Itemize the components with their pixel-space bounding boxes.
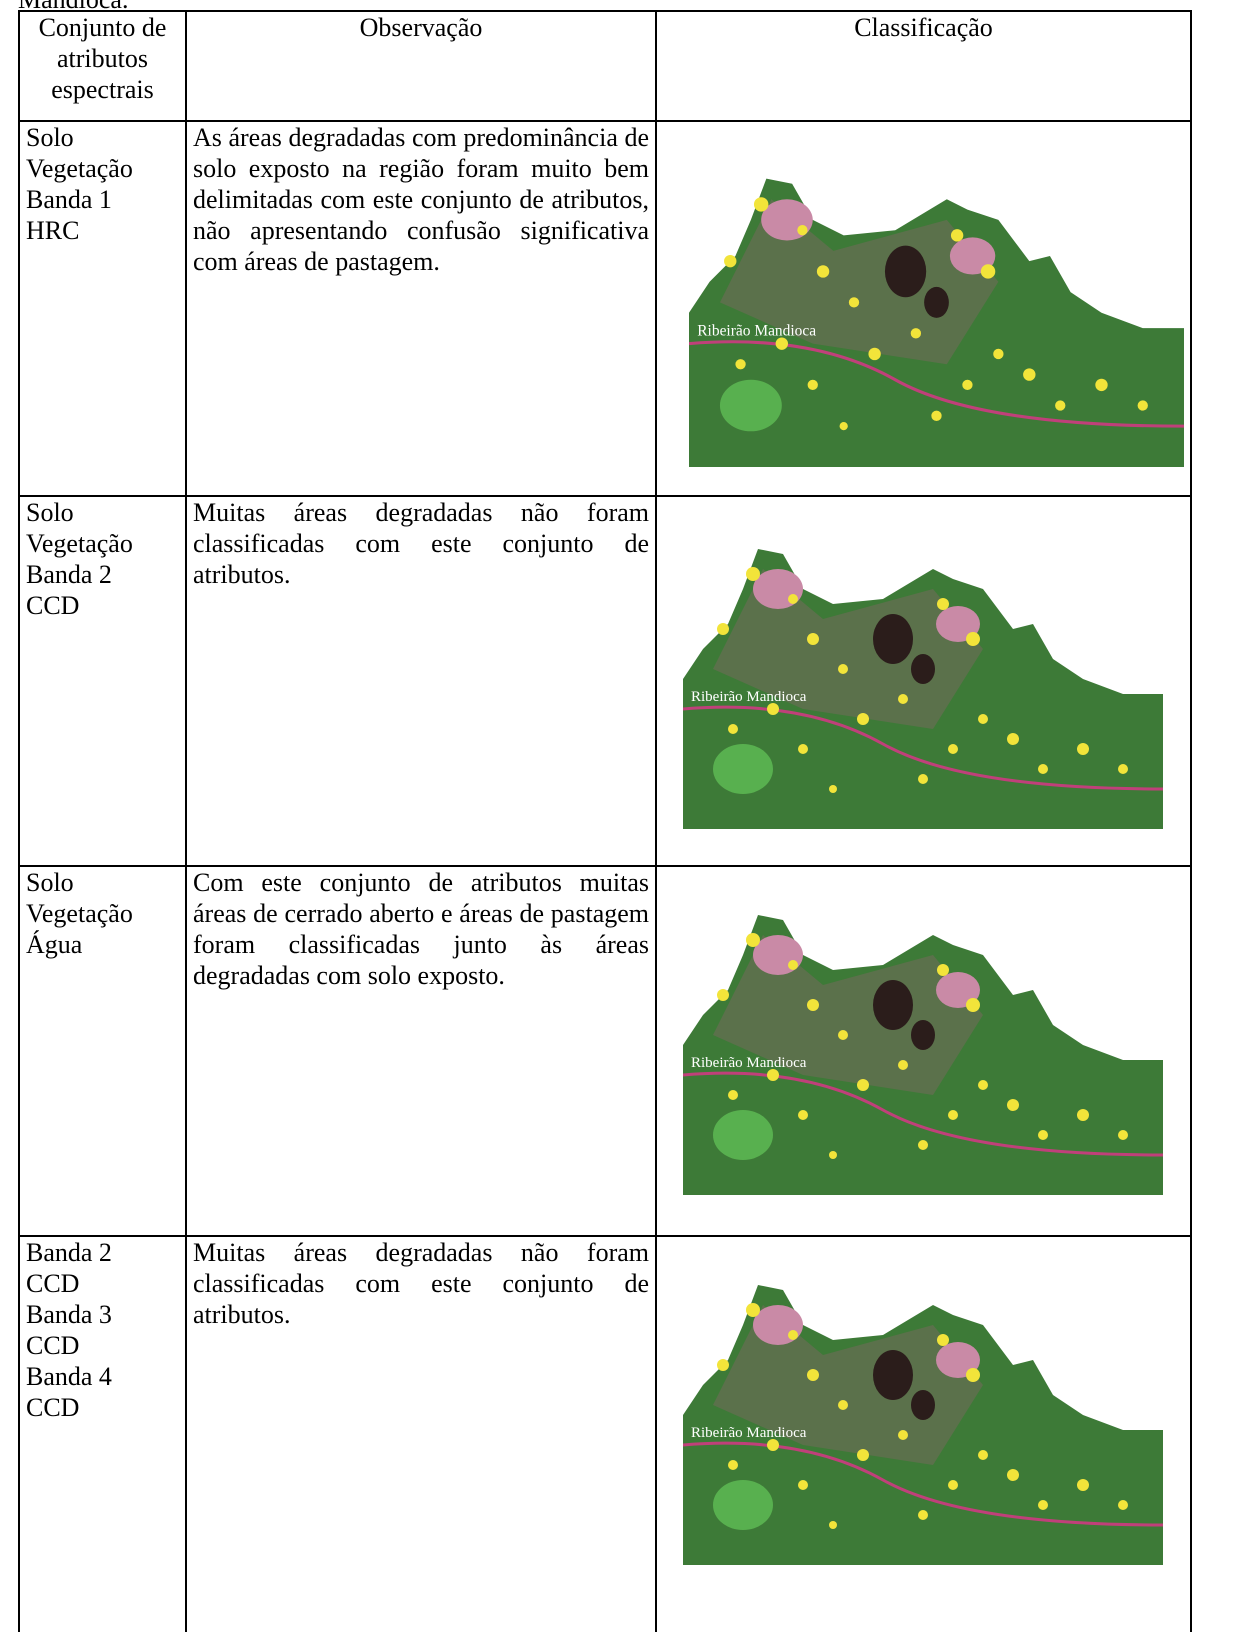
map-image: Ribeirão Mandioca — [683, 895, 1163, 1195]
map-label: Ribeirão Mandioca — [691, 1055, 807, 1071]
header-row: Conjunto de atributos espectrais Observa… — [18, 10, 1192, 122]
map-label: Ribeirão Mandioca — [697, 322, 816, 339]
map-image: Ribeirão Mandioca — [683, 1265, 1163, 1565]
observation: Muitas áreas degradadas não foram classi… — [185, 495, 657, 867]
attributes: Solo Vegetação Água — [18, 865, 187, 1237]
classification: Ribeirão Mandioca — [655, 1235, 1192, 1632]
row: Banda 2 CCD Banda 3 CCD Banda 4 CCD Muita… — [18, 1235, 1192, 1632]
header: Observação — [185, 10, 657, 122]
attributes: Solo Vegetação Banda 1 HRC — [18, 120, 187, 497]
table: Conjunto de atributos espectrais Observa… — [18, 10, 1192, 1632]
attributes: Banda 2 CCD Banda 3 CCD Banda 4 CCD — [18, 1235, 187, 1632]
map-image: Ribeirão Mandioca — [683, 529, 1163, 829]
row: Solo Vegetação Água Com este conjunto de … — [18, 865, 1192, 1237]
observation: As áreas degradadas com predominância de… — [185, 120, 657, 497]
header: Conjunto de atributos espectrais — [18, 10, 187, 122]
classification: Ribeirão Mandioca — [655, 865, 1192, 1237]
observation: Com este conjunto de atributos muitas ár… — [185, 865, 657, 1237]
map-image: Ribeirão Mandioca — [689, 158, 1184, 467]
observation: Muitas áreas degradadas não foram classi… — [185, 1235, 657, 1632]
row: Solo Vegetação Banda 1 HRC As áreas degra… — [18, 120, 1192, 497]
classification: Ribeirão Mandioca — [655, 495, 1192, 867]
map-label: Ribeirão Mandioca — [691, 1425, 807, 1441]
attributes: Solo Vegetação Banda 2 CCD — [18, 495, 187, 867]
header: Classificação — [655, 10, 1192, 122]
classification: Ribeirão Mandioca — [655, 120, 1192, 497]
map-label: Ribeirão Mandioca — [691, 689, 807, 705]
row: Solo Vegetação Banda 2 CCD Muitas áreas d… — [18, 495, 1192, 867]
